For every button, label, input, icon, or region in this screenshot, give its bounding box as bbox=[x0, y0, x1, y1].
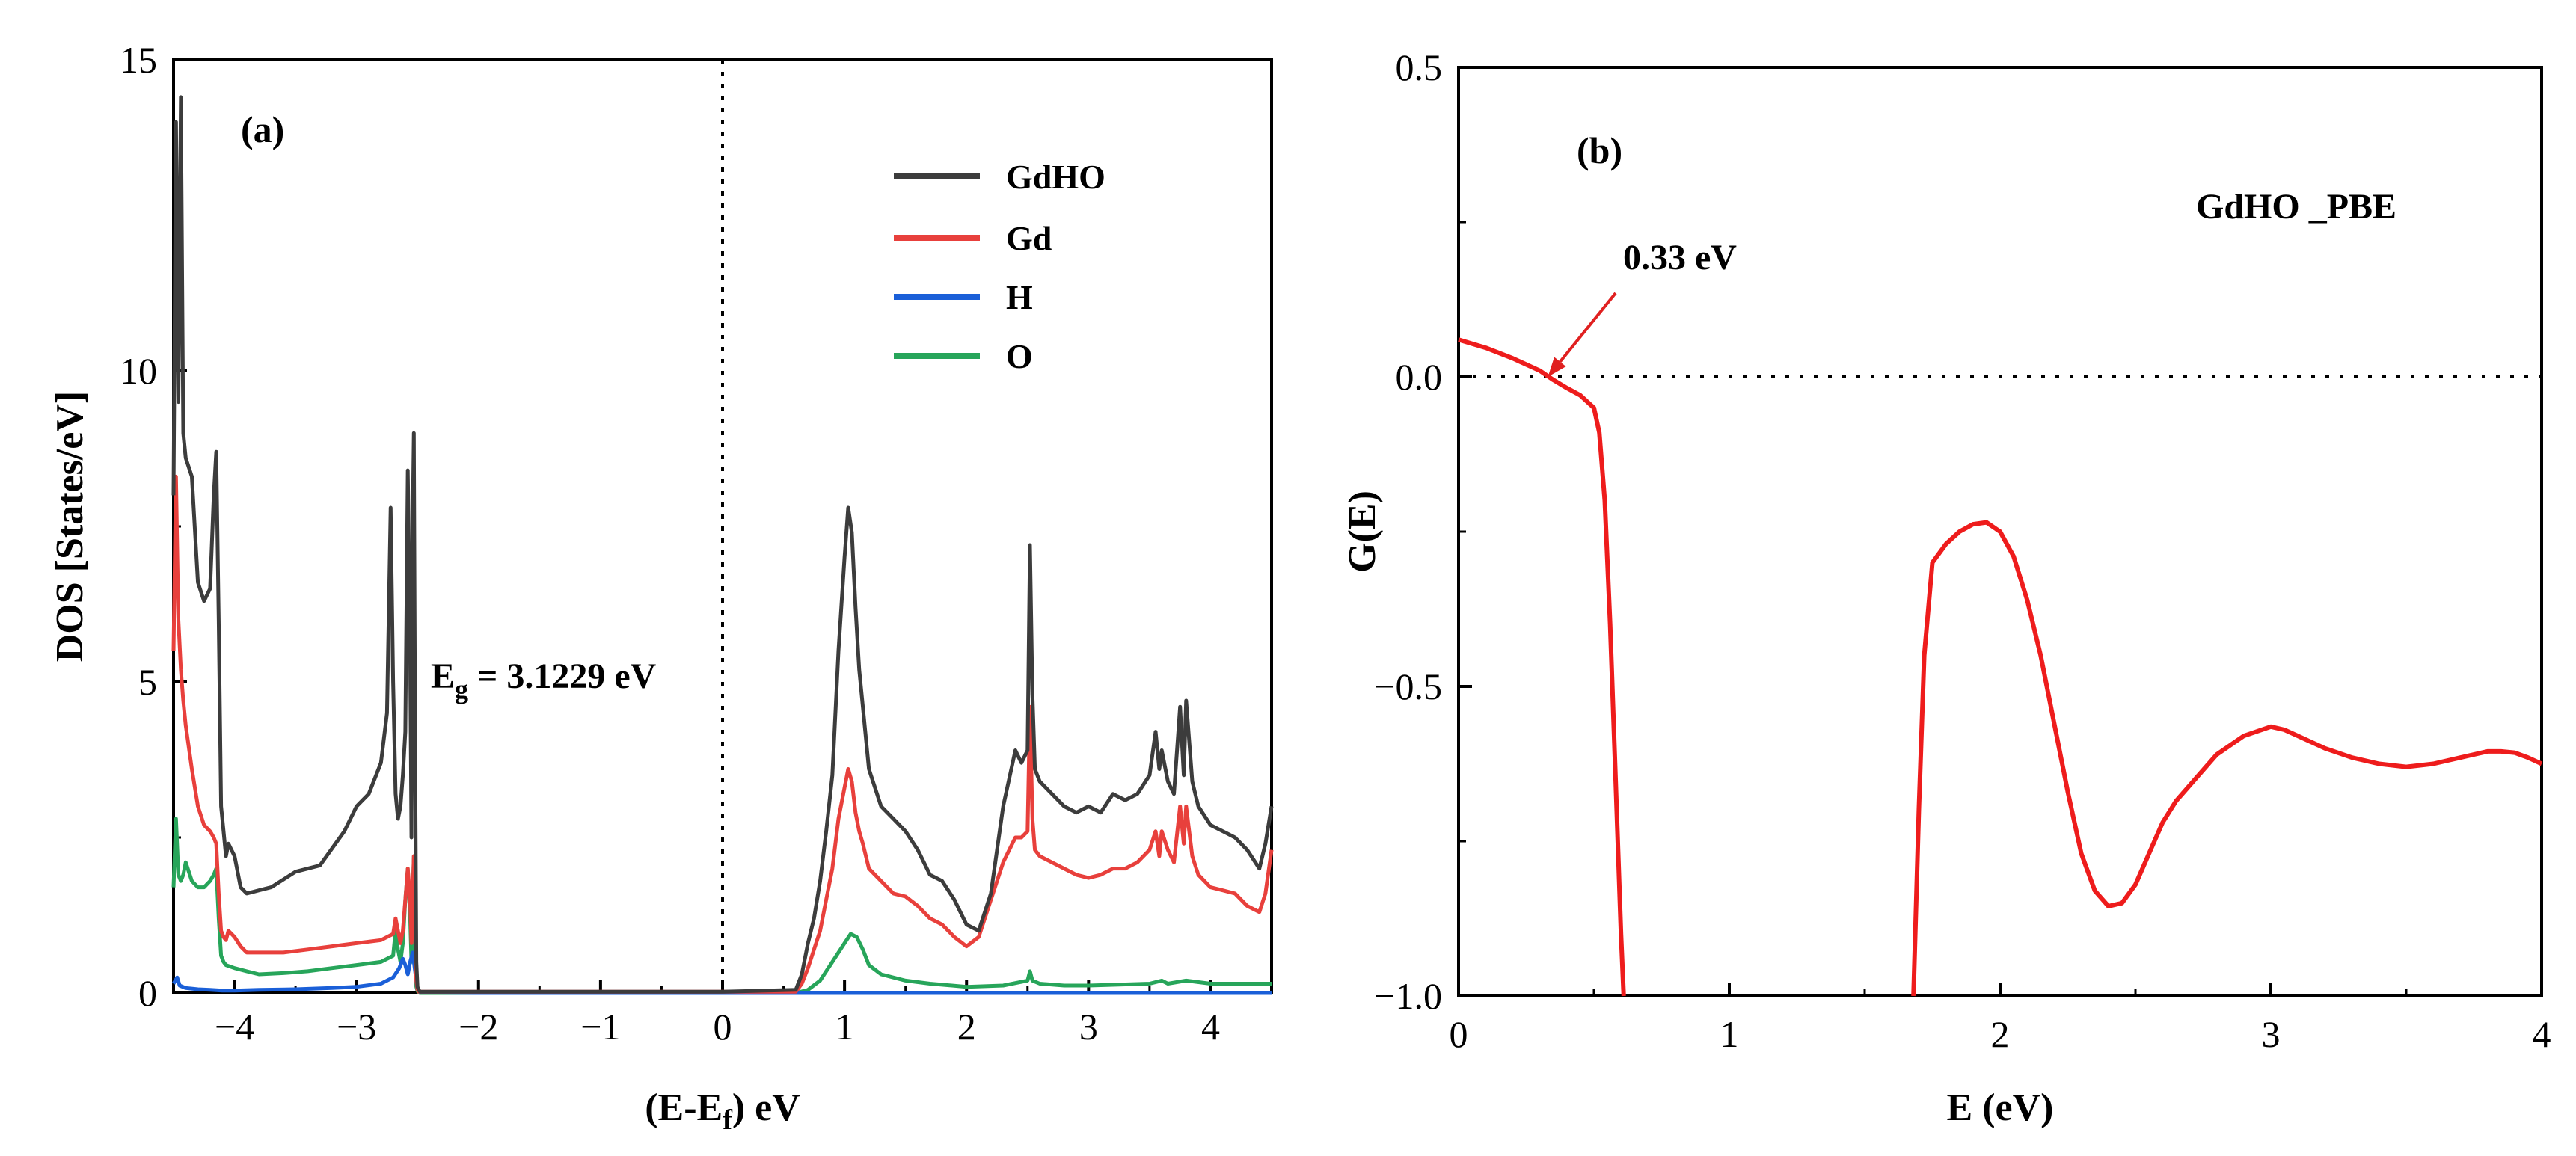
panel-b-series bbox=[1458, 337, 2543, 997]
panel-b-label: (b) bbox=[1577, 129, 1622, 171]
g-e-curve-segment bbox=[1911, 520, 2543, 997]
series-line-gd bbox=[171, 474, 1274, 994]
panel-b: 0 1 2 3 4 −1.0 −0.5 0.0 0.5 (b) GdHO _PBE 0.33 e… bbox=[1341, 46, 2551, 1129]
panel-a-xlabel-suffix: ) eV bbox=[732, 1086, 800, 1129]
legend-label-gd: Gd bbox=[1006, 219, 1052, 257]
crossing-arrowhead bbox=[1548, 357, 1566, 377]
panel-a-legend: GdHO Gd H O bbox=[894, 158, 1105, 375]
panel-b-ytick-label: 0.0 bbox=[1396, 356, 1443, 398]
series-line-o bbox=[171, 817, 1272, 995]
band-gap-subscript: g bbox=[455, 674, 468, 704]
panel-a-xlabel-main: (E-E bbox=[645, 1086, 723, 1129]
panel-a-xtick-label: 0 bbox=[714, 1006, 732, 1048]
panel-b-ytick-label: 0.5 bbox=[1396, 46, 1443, 88]
panel-a-ticks: −4 −3 −2 −1 0 1 2 3 4 0 5 10 15 bbox=[120, 39, 1273, 1048]
legend-label-o: O bbox=[1006, 337, 1033, 375]
panel-b-xlabel: E (eV) bbox=[1947, 1086, 2054, 1129]
panel-a-xtick-label: −1 bbox=[580, 1006, 620, 1048]
crossing-annotation: 0.33 eV bbox=[1623, 238, 1737, 277]
panel-b-xtick-label: 1 bbox=[1720, 1013, 1739, 1055]
panel-a-xtick-label: −2 bbox=[459, 1006, 498, 1048]
panel-a: −4 −3 −2 −1 0 1 2 3 4 0 5 10 15 (a) GdHO Gd H O Eg =… bbox=[49, 39, 1274, 1136]
panel-a-xtick-label: 4 bbox=[1201, 1006, 1220, 1048]
panel-a-xtick-label: 3 bbox=[1079, 1006, 1098, 1048]
panel-b-ylabel: G(E) bbox=[1341, 491, 1384, 573]
panel-a-label: (a) bbox=[241, 108, 284, 150]
band-gap-value: = 3.1229 eV bbox=[468, 657, 657, 696]
panel-b-xtick-label: 2 bbox=[1991, 1013, 2010, 1055]
panel-a-xtick-label: −4 bbox=[215, 1006, 254, 1048]
panel-b-xtick-label: 0 bbox=[1450, 1013, 1468, 1055]
band-gap-symbol: E bbox=[431, 657, 455, 696]
panel-b-xtick-label: 3 bbox=[2262, 1013, 2281, 1055]
panel-a-ytick-label: 0 bbox=[138, 972, 157, 1014]
crossing-arrow bbox=[1559, 292, 1617, 363]
g-e-curve-segment bbox=[1458, 337, 1626, 997]
panel-a-ytick-label: 15 bbox=[120, 39, 157, 81]
panel-a-xtick-label: 1 bbox=[835, 1006, 854, 1048]
panel-a-ytick-label: 10 bbox=[120, 350, 157, 392]
panel-b-ticks: 0 1 2 3 4 −1.0 −0.5 0.0 0.5 bbox=[1374, 46, 2551, 1055]
panel-b-xtick-label: 4 bbox=[2533, 1013, 2551, 1055]
panel-b-ytick-label: −0.5 bbox=[1374, 665, 1442, 707]
panel-a-xlabel: (E-Ef) eV bbox=[645, 1086, 800, 1136]
panel-a-xtick-label: 2 bbox=[957, 1006, 976, 1048]
panel-a-xtick-label: −3 bbox=[337, 1006, 376, 1048]
panel-a-ylabel: DOS [States/eV] bbox=[49, 391, 91, 662]
panel-b-ytick-label: −1.0 bbox=[1374, 975, 1442, 1017]
series-line-gdho bbox=[171, 95, 1274, 994]
legend-label-gdho: GdHO bbox=[1006, 158, 1105, 196]
panel-b-method-label: GdHO _PBE bbox=[2196, 187, 2396, 227]
panel-a-series bbox=[171, 95, 1274, 995]
legend-label-h: H bbox=[1006, 278, 1033, 316]
panel-a-ytick-label: 5 bbox=[138, 661, 157, 703]
band-gap-annotation: Eg = 3.1229 eV bbox=[431, 657, 657, 704]
panel-a-xlabel-sub: f bbox=[723, 1104, 733, 1136]
